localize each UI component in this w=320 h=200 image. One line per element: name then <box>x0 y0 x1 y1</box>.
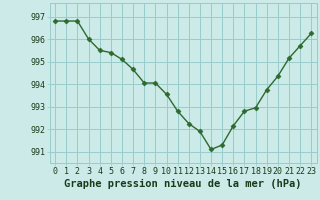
X-axis label: Graphe pression niveau de la mer (hPa): Graphe pression niveau de la mer (hPa) <box>64 179 302 189</box>
